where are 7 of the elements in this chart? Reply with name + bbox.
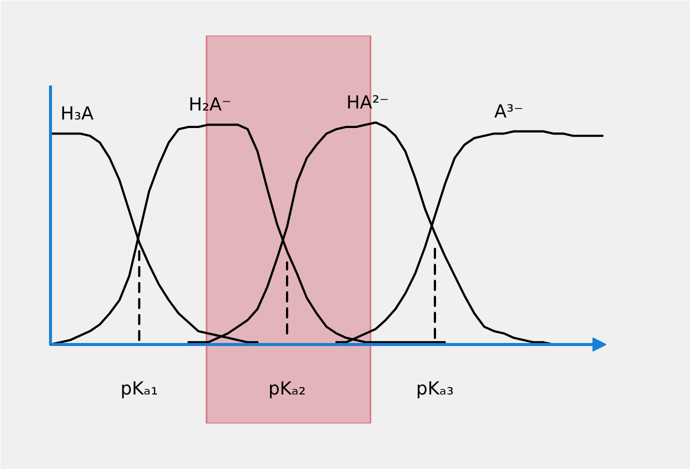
- series-label: H₂A⁻: [188, 94, 232, 116]
- series-label: A³⁻: [494, 101, 524, 122]
- series-label: H₃A: [60, 104, 94, 125]
- x-tick-label: pKₐ₃: [416, 378, 454, 400]
- x-tick-label: pKₐ₂: [268, 378, 306, 400]
- series-label: HA²⁻: [346, 92, 389, 114]
- x-tick-label: pKₐ₁: [120, 378, 158, 400]
